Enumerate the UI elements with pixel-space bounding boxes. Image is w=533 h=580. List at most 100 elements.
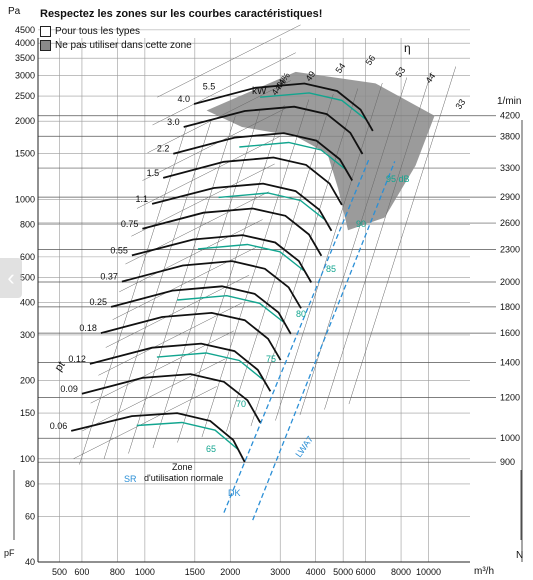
power-label: 0.06 <box>50 421 68 431</box>
sound-level-label: 70 <box>236 399 246 409</box>
diagonal-gridline <box>105 274 250 348</box>
diagonal-gridline <box>82 358 226 432</box>
zone-label-line1: Zone <box>172 462 193 472</box>
diagonal-gridline <box>136 135 281 209</box>
diagonal-gridline <box>131 163 275 237</box>
power-label: 0.18 <box>79 323 97 333</box>
legend-label-do-not-use: Ne pas utiliser dans cette zone <box>55 40 192 51</box>
y-tick-label: 3000 <box>15 71 35 81</box>
n-axis-label: N <box>516 550 524 561</box>
speed-tick-label: 2300 <box>500 245 520 255</box>
speed-tick-label: 2600 <box>500 218 520 228</box>
diagonal-gridline <box>250 88 359 427</box>
efficiency-curve <box>260 92 366 120</box>
diagonal-gridline <box>112 247 257 320</box>
fan-curve-0.12 <box>89 342 272 392</box>
zone-label-line2: d'utilisation normale <box>144 473 223 483</box>
x-tick-label: 2000 <box>220 567 240 577</box>
fan-curve-0.75 <box>142 207 323 257</box>
fan-curve-1.5 <box>162 156 343 206</box>
power-label: 0.25 <box>90 297 108 307</box>
dk-symbol: DK <box>228 488 241 498</box>
power-label: 3.0 <box>167 117 180 127</box>
y-tick-label: 150 <box>20 408 35 418</box>
x-tick-label: 1000 <box>135 567 155 577</box>
y-tick-label: 80 <box>25 479 35 489</box>
diagonal-gridline <box>90 330 235 404</box>
speed-tick-label: 1200 <box>500 393 520 403</box>
diagonal-gridline <box>157 24 301 98</box>
x-tick-label: 1500 <box>185 567 205 577</box>
speed-tick-label: 3300 <box>500 163 520 173</box>
diagonal-gridline <box>147 80 291 154</box>
fan-curves <box>70 82 374 463</box>
y-tick-label: 2000 <box>15 116 35 126</box>
y-tick-label: 300 <box>20 330 35 340</box>
previous-image-arrow[interactable]: ‹ <box>0 258 22 298</box>
power-label: 2.2 <box>157 144 170 154</box>
y-tick-label: 1000 <box>15 194 35 204</box>
y-tick-label: 400 <box>20 298 35 308</box>
sound-level-label: 80 <box>296 309 306 319</box>
forbidden-zone-area <box>206 71 435 231</box>
diagonal-gridline <box>128 115 236 454</box>
x-tick-label: 8000 <box>391 567 411 577</box>
power-unit-label: kW <box>252 86 267 97</box>
efficiency-label: 54 <box>333 61 347 75</box>
efficiency-curve <box>218 192 325 220</box>
power-label: 5.5 <box>203 82 216 92</box>
y-tick-label: 2500 <box>15 91 35 101</box>
diagonal-gridline <box>299 77 408 416</box>
fan-curve-0.25 <box>110 285 292 335</box>
speed-tick-label: 4200 <box>500 111 520 121</box>
y-tick-label: 3500 <box>15 53 35 63</box>
x-tick-label: 10000 <box>416 567 441 577</box>
x-tick-label: 5000 <box>333 567 353 577</box>
fan-curve-0.18 <box>100 311 282 361</box>
efficiency-label: 49 <box>303 69 317 83</box>
y-tick-label: 200 <box>20 376 35 386</box>
sound-level-label: 75 <box>266 354 276 364</box>
legend-label-all-types: Pour tous les types <box>55 26 141 37</box>
speed-tick-label: 3800 <box>500 131 520 141</box>
power-label: 1.5 <box>147 168 160 178</box>
y-tick-label: 100 <box>20 454 35 464</box>
diagonal-gridline <box>324 71 432 410</box>
fan-curve-0.06 <box>70 412 246 463</box>
diagonal-gridline <box>226 93 334 432</box>
y-tick-label: 800 <box>20 219 35 229</box>
eta-symbol: η <box>404 41 411 55</box>
y-tick-label: 1500 <box>15 149 35 159</box>
power-label: 0.37 <box>100 272 118 282</box>
pt-symbol: pt <box>53 359 68 373</box>
fan-curve-0.55 <box>131 234 313 283</box>
diagonal-gridline <box>201 99 310 438</box>
y-tick-label: 4000 <box>15 38 35 48</box>
fan-curve-4.0 <box>193 82 374 132</box>
speed-tick-label: 1600 <box>500 328 520 338</box>
x-tick-label: 600 <box>74 567 89 577</box>
efficiency-curve <box>239 141 346 170</box>
x-tick-label: 6000 <box>356 567 376 577</box>
fan-curve-2.2 <box>173 132 353 181</box>
x-tick-label: 500 <box>52 567 67 577</box>
x-tick-label: 4000 <box>306 567 326 577</box>
efficiency-curves <box>136 92 366 451</box>
fan-curve-0.09 <box>81 373 261 423</box>
system-line <box>252 161 396 521</box>
power-label: 4.0 <box>177 94 190 104</box>
diagonal-gridline <box>275 82 383 421</box>
diagonal-gridline <box>79 126 187 465</box>
efficiency-curve <box>197 243 305 272</box>
sound-level-label: 85 <box>326 264 336 274</box>
flow-unit-label: m³/h <box>474 566 494 577</box>
diagonal-gridline <box>152 52 296 126</box>
power-label: 0.12 <box>68 354 86 364</box>
x-tick-label: 3000 <box>270 567 290 577</box>
sr-symbol: SR <box>124 474 137 484</box>
legend-swatch-white <box>40 26 51 37</box>
efficiency-curve <box>156 352 264 380</box>
speed-tick-label: 1000 <box>500 433 520 443</box>
sound-level-label: 65 <box>206 444 216 454</box>
